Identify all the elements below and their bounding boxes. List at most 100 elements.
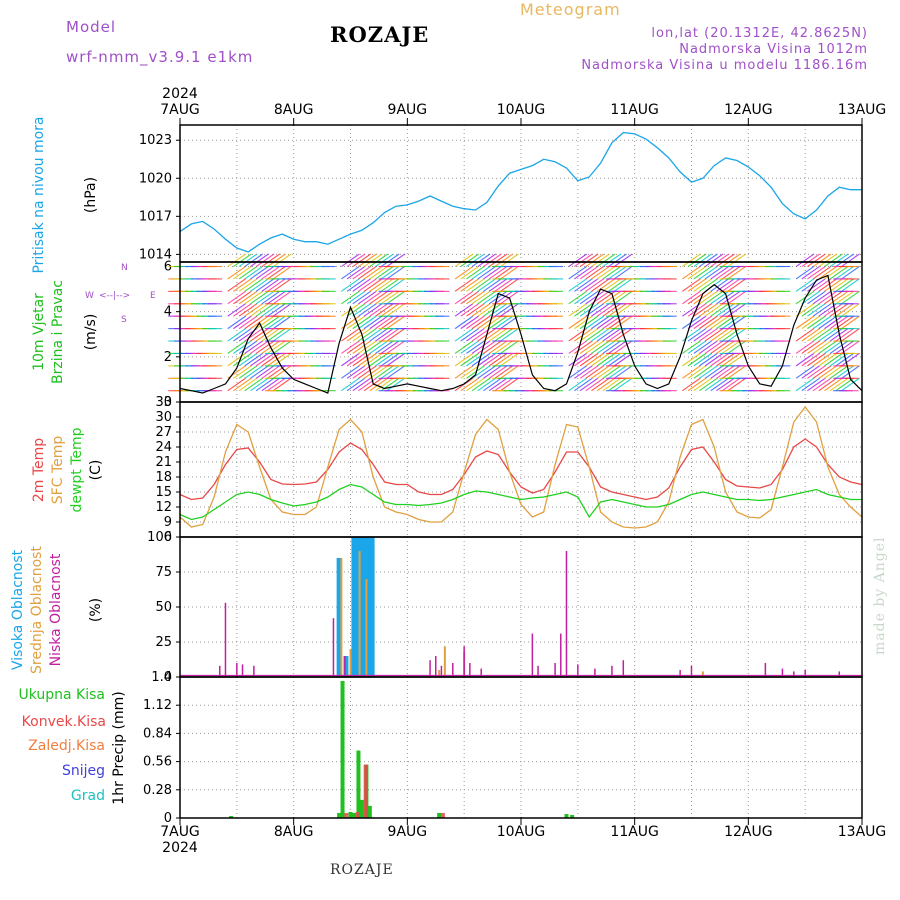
wind-arrow	[818, 365, 838, 379]
wind-arrow	[841, 265, 860, 280]
wind-arrow	[693, 303, 713, 317]
wind-arrow	[233, 265, 252, 280]
wind-arrow	[699, 253, 718, 267]
wind-arrow	[591, 352, 610, 367]
wind-arrow	[818, 290, 838, 305]
wind-arrow	[233, 352, 252, 367]
wind-arrow	[841, 377, 860, 392]
wind-arrow	[568, 352, 588, 367]
wind-arrow	[244, 315, 264, 330]
wind-arrow	[687, 253, 707, 267]
wind-arrow	[829, 278, 849, 292]
precip-unit-label: 1hr Precip (mm)	[111, 691, 127, 804]
wind-ytick-label: 0	[164, 395, 172, 410]
wind-arrow	[267, 253, 286, 267]
wind-arrow	[818, 327, 838, 342]
wind-arrow	[369, 315, 389, 330]
wind-arrow	[608, 340, 627, 354]
wind-arrow	[693, 290, 713, 305]
precip-ytick-label: 0.84	[143, 726, 172, 741]
wind-arrow	[721, 278, 741, 292]
wind-arrow	[227, 340, 247, 354]
wind-arrow	[721, 253, 741, 267]
wind-arrow	[471, 290, 491, 305]
wind-arrow	[824, 340, 843, 354]
wind-arrow	[613, 290, 633, 305]
wind-arrow	[227, 352, 247, 367]
wind-label-1: 10m Vjetar	[31, 293, 47, 371]
wind-arrow	[716, 253, 735, 267]
wind-arrow	[613, 253, 633, 267]
wind-arrow	[716, 352, 735, 367]
wind-arrow	[460, 315, 480, 330]
cloud-bar-2	[440, 665, 443, 677]
cloud-label-high: Visoka Oblacnost	[10, 549, 26, 670]
wind-arrow	[494, 278, 514, 292]
wind-arrow	[466, 340, 485, 354]
wind-arrow	[369, 278, 389, 292]
wind-arrow	[460, 290, 480, 305]
wind-arrow	[682, 265, 701, 280]
precip-bar-1	[363, 764, 368, 818]
cloud-ytick-label: 50	[155, 600, 172, 615]
wind-arrow	[596, 303, 616, 317]
wind-arrow	[261, 377, 281, 392]
wind-arrow	[579, 303, 599, 317]
wind-arrow	[358, 315, 377, 330]
temperature-ytick-label: 9	[164, 515, 172, 530]
wind-arrow	[386, 365, 406, 379]
wind-arrow	[568, 278, 588, 292]
wind-arrow	[267, 327, 286, 342]
cloud-bar-2	[594, 668, 596, 677]
wind-arrow	[460, 253, 480, 267]
wind-arrow	[608, 278, 627, 292]
wind-arrow	[596, 352, 616, 367]
wind-arrow	[483, 340, 502, 354]
wind-arrow	[602, 315, 622, 330]
precip-bar-0	[348, 811, 353, 818]
wind-arrow	[602, 377, 622, 392]
wind-arrow	[585, 340, 605, 354]
wind-arrow	[272, 340, 292, 354]
wind-legend-arrows: <--|-->	[99, 291, 130, 301]
wind-arrow	[818, 278, 838, 292]
wind-arrow	[375, 253, 394, 267]
wind-arrow	[687, 365, 707, 379]
wind-arrow	[386, 315, 406, 330]
wind-arrow	[841, 352, 860, 367]
wind-arrow	[460, 352, 480, 367]
wind-arrow	[721, 315, 741, 330]
wind-arrow	[460, 340, 480, 354]
wind-arrow	[807, 290, 826, 305]
wind-arrow	[488, 265, 508, 280]
wind-arrow	[710, 278, 730, 292]
cloud-bar-1	[443, 646, 446, 677]
wind-arrow	[494, 253, 514, 267]
wind-arrow	[358, 253, 377, 267]
wind-arrow	[494, 315, 514, 330]
wind-arrow	[352, 278, 372, 292]
cloud-bar-2	[429, 660, 431, 677]
wind-arrow	[693, 253, 713, 267]
wind-arrow	[682, 340, 701, 354]
temp-line-0	[179, 438, 863, 501]
wind-arrow	[579, 265, 599, 280]
wind-arrow	[602, 365, 622, 379]
wind-arrow	[596, 340, 616, 354]
wind-arrow	[829, 253, 849, 267]
wind-arrow	[471, 352, 491, 367]
wind-arrow	[841, 365, 860, 379]
xtick-label-bottom: 11AUG	[610, 824, 659, 840]
wind-arrow	[386, 340, 406, 354]
wind-arrow	[704, 315, 724, 330]
cloud-label-mid: Srednja Oblacnost	[29, 546, 45, 674]
wind-arrow	[596, 377, 616, 392]
wind-arrow	[602, 352, 622, 367]
wind-arrow	[704, 377, 724, 392]
wind-arrow	[693, 352, 713, 367]
cloud-bar-2	[241, 664, 244, 677]
wind-arrow	[574, 377, 593, 392]
wind-arrow	[352, 377, 372, 392]
wind-arrow	[812, 253, 832, 267]
wind-arrow	[824, 278, 843, 292]
